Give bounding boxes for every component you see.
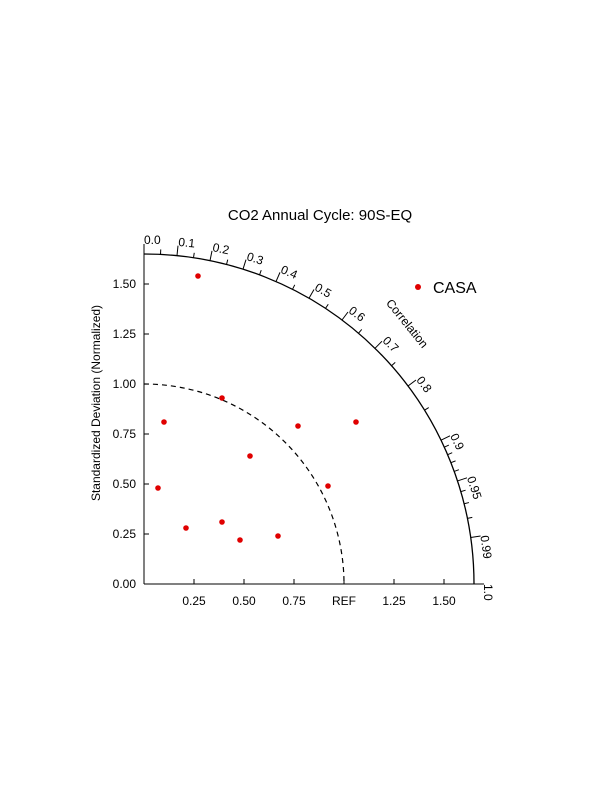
correlation-tick-label: 0.99 [477, 535, 494, 560]
correlation-minor-tick [447, 452, 453, 456]
correlation-tick-label: 0.5 [312, 280, 334, 301]
y-tick-label: 0.25 [113, 527, 137, 541]
data-point [237, 537, 243, 543]
correlation-tick-label: 0.7 [380, 333, 402, 355]
x-tick-label: 0.75 [282, 594, 306, 608]
data-point [295, 423, 301, 429]
data-points [155, 273, 359, 543]
correlation-minor-tick [325, 303, 329, 309]
x-tick-label: 0.50 [232, 594, 256, 608]
correlation-tick [308, 289, 315, 299]
correlation-tick [275, 272, 281, 282]
x-tick-label: 1.25 [382, 594, 406, 608]
chart-title: CO2 Annual Cycle: 90S-EQ [228, 207, 412, 224]
y-tick-label: 1.50 [113, 277, 137, 291]
correlation-minor-tick [358, 329, 363, 334]
data-point [325, 483, 331, 489]
correlation-tick-label: 1.0 [481, 584, 495, 601]
x-tick-label: REF [332, 594, 356, 608]
legend-marker-casa [415, 284, 421, 290]
correlation-minor-tick [467, 516, 473, 519]
correlation-tick [209, 250, 213, 261]
correlation-minor-tick [424, 407, 430, 411]
y-tick-label: 1.25 [113, 327, 137, 341]
x-tick-label: 0.25 [182, 594, 206, 608]
data-point [275, 533, 281, 539]
correlation-tick-label: 0.9 [447, 431, 467, 452]
correlation-tick-label: 0.8 [413, 374, 434, 396]
legend-label-casa: CASA [433, 280, 477, 297]
y-tick-label: 0.75 [113, 427, 137, 441]
correlation-minor-tick [226, 259, 229, 265]
correlation-tick [374, 340, 383, 349]
correlation-minor-tick [460, 489, 466, 493]
correlation-minor-tick [454, 469, 460, 472]
correlation-arc [143, 253, 475, 585]
data-point [195, 273, 201, 279]
correlation-tick [440, 435, 451, 441]
x-tick-label: 1.50 [432, 594, 456, 608]
data-point [353, 419, 359, 425]
y-tick-label: 0.00 [113, 577, 137, 591]
correlation-minor-tick [463, 502, 470, 505]
correlation-minor-tick [193, 252, 195, 258]
correlation-tick-label: 0.95 [464, 474, 485, 501]
correlation-tick [242, 259, 247, 270]
correlation-tick-label: 0.3 [245, 249, 265, 267]
correlation-tick [457, 477, 468, 482]
y-axis-title: Standardized Deviation (Normalized) [89, 305, 103, 501]
y-tick-label: 1.00 [113, 377, 137, 391]
correlation-tick [176, 245, 179, 256]
y-tick-label: 0.50 [113, 477, 137, 491]
reference-arc [143, 383, 345, 585]
data-point [155, 485, 161, 491]
data-point [219, 519, 225, 525]
correlation-tick-label: 0.1 [178, 235, 196, 251]
correlation-minor-tick [292, 284, 296, 290]
legend: CASA [415, 280, 477, 297]
correlation-tick [470, 535, 481, 538]
correlation-tick [407, 379, 417, 387]
correlation-tick-label: 0.2 [211, 240, 230, 257]
correlation-tick-label: 0.6 [346, 303, 368, 324]
data-point [183, 525, 189, 531]
correlation-minor-tick [444, 444, 450, 448]
correlation-minor-tick [450, 460, 456, 464]
correlation-tick-label: 0.0 [144, 233, 161, 247]
correlation-minor-tick [259, 270, 262, 276]
correlation-tick [341, 311, 349, 321]
correlation-tick-label: 0.4 [279, 262, 300, 282]
data-point [247, 453, 253, 459]
data-point [161, 419, 167, 425]
axes: 0.00 0.25 0.50 0.75 1.00 1.25 1.50 0.25 0.50 0.75… [113, 233, 495, 608]
data-point [219, 395, 225, 401]
correlation-minor-tick [391, 362, 396, 367]
